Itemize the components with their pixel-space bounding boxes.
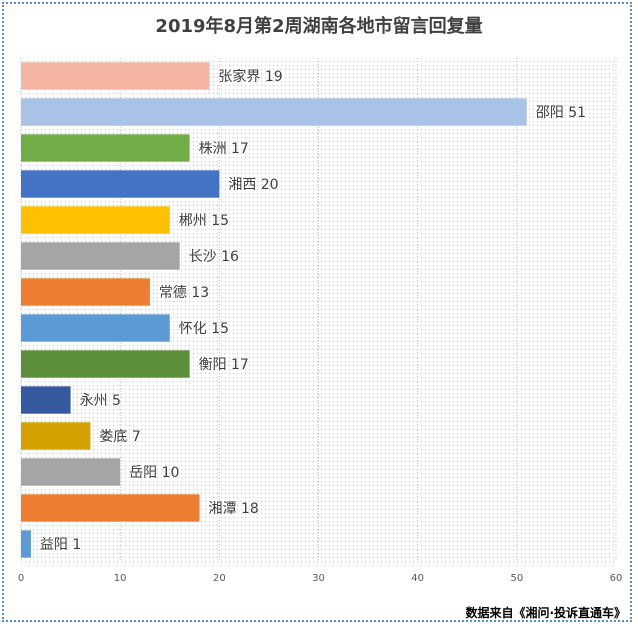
bar-labels: 张家界 19 邵阳 51 株洲 17 湘西 20 郴州 15 长沙 16 常德 13 怀化 1… [40,68,586,553]
bar-data-label: 益阳 1 [40,537,81,553]
bar-data-label: 长沙 16 [189,249,239,265]
bar [21,494,200,522]
bar [21,386,71,414]
x-axis: 0 10 20 30 40 50 60 [18,573,623,584]
bar [21,278,150,306]
bar-data-label: 常德 13 [159,285,209,301]
bar-data-label: 邵阳 51 [536,105,586,121]
bar [21,530,31,558]
chart-title: 2019年8月第2周湖南各地市留言回复量 [155,16,483,37]
bar-data-label: 衡阳 17 [199,357,249,373]
bar [21,422,91,450]
x-tick-label: 10 [114,573,127,584]
x-tick-label: 40 [411,573,424,584]
bar-data-label: 株洲 17 [199,141,249,157]
bar-data-label: 怀化 15 [179,321,229,337]
bar-data-label: 娄底 7 [99,429,140,445]
bar-data-label: 郴州 15 [179,213,229,229]
bar [21,134,190,162]
bar [21,242,180,270]
x-tick-label: 60 [610,573,623,584]
bar [21,458,121,486]
bar [21,62,210,90]
bar [21,170,220,198]
bar [21,314,170,342]
bar-data-label: 湘西 20 [228,177,278,193]
chart-frame [2,2,632,622]
bar [21,98,527,126]
bar [21,350,190,378]
bar-data-label: 张家界 19 [218,68,282,85]
bar-data-label: 湘潭 18 [209,500,259,517]
bar [21,206,170,234]
x-tick-label: 50 [510,573,523,584]
bar-data-label: 永州 5 [80,393,121,409]
source-note: 数据来自《湘问·投诉直通车》 [465,606,626,620]
x-tick-label: 20 [213,573,226,584]
bars [21,62,527,558]
x-tick-label: 30 [312,573,325,584]
bar-data-label: 岳阳 10 [129,465,179,481]
x-tick-label: 0 [18,573,24,584]
